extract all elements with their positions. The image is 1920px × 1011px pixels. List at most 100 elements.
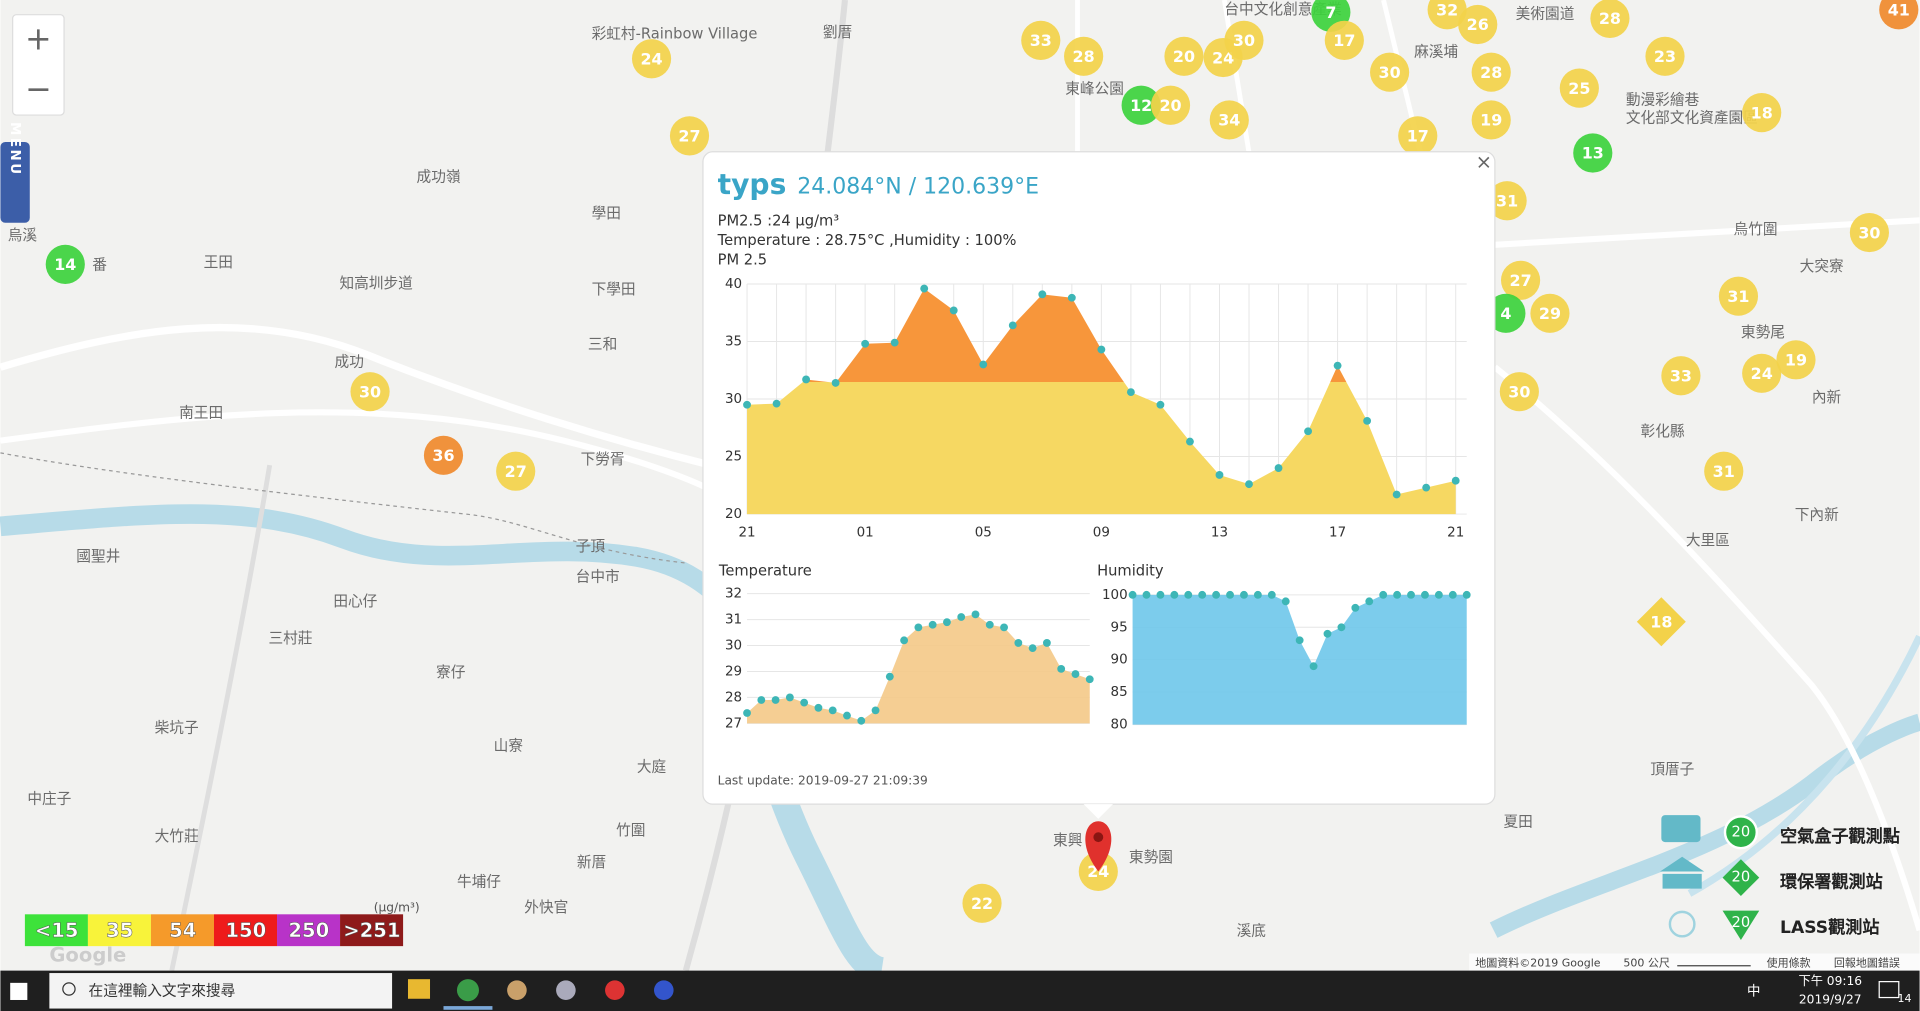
marker-value[interactable]: 30 (1858, 223, 1880, 242)
station-marker[interactable] (1064, 36, 1104, 76)
station-marker[interactable] (1486, 293, 1526, 333)
station-marker[interactable] (45, 244, 85, 284)
station-marker[interactable] (1645, 36, 1685, 76)
marker-value[interactable]: 32 (1436, 1, 1458, 20)
station-marker[interactable] (1718, 276, 1759, 316)
marker-value[interactable]: 30 (1379, 63, 1401, 82)
marker-value[interactable]: 20 (1159, 96, 1181, 115)
marker-value[interactable]: 24 (1212, 48, 1234, 67)
station-marker[interactable] (669, 116, 710, 156)
search-placeholder[interactable]: 在這裡輸入文字來搜尋 (89, 982, 236, 999)
clock-date[interactable]: 2019/9/27 (1799, 992, 1862, 1006)
station-marker[interactable] (1150, 85, 1191, 125)
marker-value[interactable]: 28 (1480, 63, 1502, 82)
app-icon[interactable] (456, 979, 479, 1002)
station-marker[interactable] (1471, 100, 1511, 140)
app-icon[interactable] (407, 979, 431, 999)
marker-value[interactable]: 30 (359, 382, 381, 401)
station-marker[interactable] (1573, 133, 1613, 173)
marker-value[interactable]: 36 (432, 446, 454, 465)
marker-value[interactable]: 18 (1751, 103, 1773, 122)
marker-value[interactable]: 25 (1568, 79, 1590, 98)
search-box[interactable] (49, 973, 393, 1009)
app-icon[interactable] (605, 980, 625, 1000)
marker-value[interactable]: 31 (1727, 287, 1749, 306)
station-marker[interactable] (1530, 293, 1570, 333)
station-marker[interactable] (1487, 181, 1527, 221)
marker-value[interactable]: 19 (1785, 351, 1807, 370)
marker-value[interactable]: 17 (1407, 127, 1429, 146)
clock-time[interactable]: 下午 09:16 (1798, 974, 1862, 988)
station-marker[interactable] (1742, 353, 1782, 393)
marker-value[interactable]: 31 (1713, 462, 1735, 481)
app-icon[interactable] (654, 980, 674, 1000)
station-marker[interactable] (1590, 0, 1630, 38)
terms[interactable]: 使用條款 (1767, 955, 1811, 969)
marker-value[interactable]: 29 (1539, 304, 1561, 323)
station-marker[interactable] (423, 435, 464, 475)
marker-value[interactable]: 27 (678, 127, 700, 146)
marker-value[interactable]: 28 (1599, 9, 1621, 28)
station-marker[interactable] (1021, 20, 1061, 60)
marker-value[interactable]: 27 (1510, 271, 1532, 290)
marker-value[interactable]: 24 (1087, 862, 1109, 881)
station-marker[interactable] (1471, 52, 1511, 92)
marker-value[interactable]: 31 (1496, 191, 1518, 210)
marker-value[interactable]: 13 (1582, 144, 1604, 163)
station-marker[interactable] (1776, 340, 1816, 380)
marker-value[interactable]: 14 (54, 255, 76, 274)
station-marker[interactable] (1224, 20, 1264, 60)
station-marker[interactable] (1324, 20, 1364, 60)
marker-value[interactable]: 7 (1325, 3, 1336, 22)
station-marker[interactable] (1209, 100, 1249, 140)
station-marker[interactable] (1164, 36, 1204, 76)
marker-value[interactable]: 30 (1508, 382, 1530, 401)
marker-value[interactable]: 33 (1670, 366, 1692, 385)
marker-value[interactable]: 12 (1130, 96, 1152, 115)
marker-value[interactable]: 28 (1073, 47, 1095, 66)
station-marker[interactable] (1704, 451, 1744, 491)
station-marker[interactable] (1499, 372, 1539, 412)
station-marker[interactable] (1398, 116, 1438, 156)
station-marker[interactable] (631, 39, 672, 79)
station-marker[interactable] (1370, 52, 1410, 92)
marker-value[interactable]: 20 (1173, 47, 1195, 66)
report[interactable]: 回報地圖錯誤 (1834, 955, 1900, 969)
menu-label[interactable]: MENU (7, 122, 22, 177)
station-marker[interactable] (1879, 0, 1919, 30)
marker-value[interactable]: 26 (1467, 15, 1489, 34)
app-icon[interactable] (556, 980, 576, 1000)
marker-value[interactable]: 30 (1233, 31, 1255, 50)
station-marker[interactable] (350, 372, 390, 412)
marker-value[interactable]: 22 (971, 894, 993, 913)
notification-icon[interactable] (1878, 981, 1900, 999)
zoom-in[interactable]: + (25, 19, 52, 57)
station-marker[interactable] (1742, 93, 1782, 133)
zoom-out[interactable]: − (25, 70, 52, 108)
station-marker[interactable] (1458, 4, 1498, 45)
station-marker[interactable] (962, 883, 1002, 923)
marker-value[interactable]: 33 (1030, 31, 1052, 50)
station-marker[interactable] (1559, 68, 1599, 108)
marker-value[interactable]: 18 (1650, 613, 1672, 632)
menu-tab[interactable] (0, 141, 30, 223)
marker-value[interactable]: 4 (1500, 304, 1511, 323)
app-icon[interactable] (507, 980, 527, 1000)
marker-value[interactable]: 17 (1333, 31, 1355, 50)
station-marker[interactable] (1427, 0, 1467, 30)
station-marker[interactable] (1849, 212, 1889, 253)
station-marker[interactable] (1121, 85, 1161, 125)
station-marker[interactable] (1636, 597, 1686, 647)
station-marker[interactable] (496, 451, 536, 491)
marker-value[interactable]: 34 (1218, 111, 1240, 130)
marker-value[interactable]: 24 (640, 49, 662, 68)
station-marker[interactable] (1661, 356, 1701, 396)
close-button[interactable]: × (1476, 150, 1492, 173)
ime[interactable]: 中 (1747, 983, 1760, 999)
start-button[interactable] (10, 982, 28, 1000)
marker-value[interactable]: 24 (1751, 364, 1773, 383)
marker-value[interactable]: 19 (1480, 111, 1502, 130)
marker-value[interactable]: 27 (505, 462, 527, 481)
marker-value[interactable]: 23 (1654, 47, 1676, 66)
marker-value[interactable]: 41 (1888, 1, 1910, 20)
